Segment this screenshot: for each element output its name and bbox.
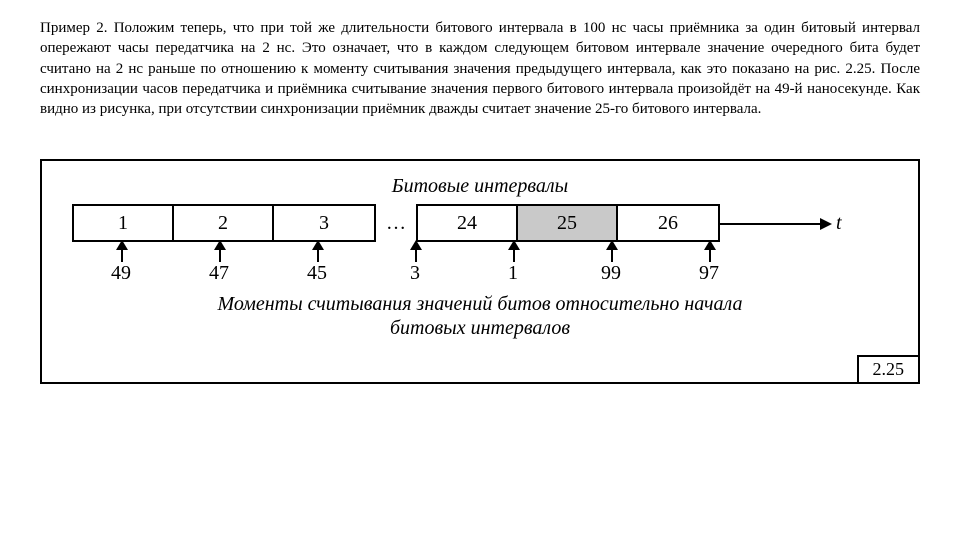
sample-value: 49 bbox=[111, 262, 131, 285]
bottom-caption-line2: битовых интервалов bbox=[390, 317, 570, 339]
figure-number-box: 2.25 bbox=[857, 355, 921, 384]
sample-value: 1 bbox=[508, 262, 518, 285]
sample-arrow-icon bbox=[415, 248, 417, 262]
sample-arrow-icon bbox=[317, 248, 319, 262]
axis-label: t bbox=[836, 212, 842, 235]
interval-cell: 1 bbox=[74, 206, 174, 240]
sample-value: 45 bbox=[307, 262, 327, 285]
arrows-row bbox=[72, 242, 888, 262]
sample-value: 97 bbox=[699, 262, 719, 285]
bottom-caption-line1: Моменты считывания значений битов относи… bbox=[217, 293, 742, 315]
ellipsis: … bbox=[376, 212, 416, 235]
example-paragraph: Пример 2. Положим теперь, что при той же… bbox=[0, 0, 960, 119]
values-row: 494745319997 bbox=[72, 262, 888, 288]
sample-arrow-icon bbox=[121, 248, 123, 262]
interval-cell: 25 bbox=[518, 206, 618, 240]
bit-interval-row: 123 … 242526 t bbox=[72, 204, 888, 242]
cells-right-group: 242526 bbox=[416, 204, 720, 242]
figure-bottom-caption: Моменты считывания значений битов относи… bbox=[62, 292, 898, 340]
figure-frame: Битовые интервалы 123 … 242526 t 4947453… bbox=[40, 159, 920, 384]
interval-cell: 2 bbox=[174, 206, 274, 240]
interval-cell: 26 bbox=[618, 206, 718, 240]
interval-cell: 3 bbox=[274, 206, 374, 240]
sample-arrow-icon bbox=[709, 248, 711, 262]
sample-value: 47 bbox=[209, 262, 229, 285]
sample-arrow-icon bbox=[513, 248, 515, 262]
cells-left-group: 123 bbox=[72, 204, 376, 242]
axis-arrow-line bbox=[720, 223, 830, 225]
figure-top-caption: Битовые интервалы bbox=[62, 175, 898, 198]
interval-cell: 24 bbox=[418, 206, 518, 240]
sample-arrow-icon bbox=[219, 248, 221, 262]
sample-value: 3 bbox=[410, 262, 420, 285]
